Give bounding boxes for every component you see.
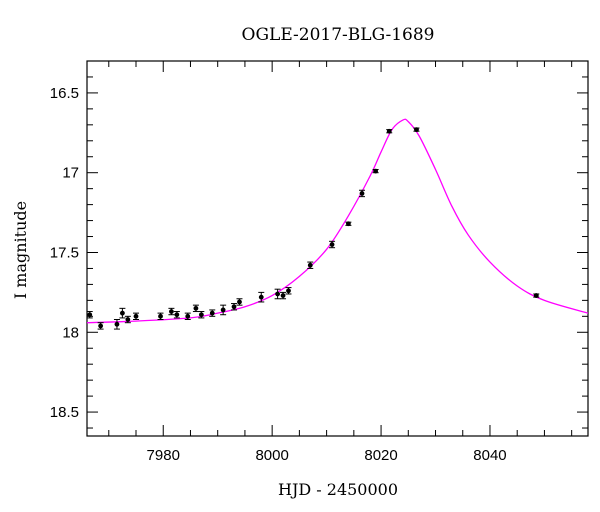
data-point — [97, 322, 104, 330]
point-marker — [533, 293, 539, 298]
point-marker — [359, 191, 365, 196]
point-marker — [98, 323, 104, 329]
point-marker — [286, 288, 291, 294]
point-marker — [258, 294, 264, 300]
point-marker — [386, 128, 392, 134]
axis-tick-labels: 7980 8000 8020 8040 16.5 17 17.5 18 18.5 — [50, 85, 507, 464]
data-point — [86, 311, 93, 319]
data-point — [220, 304, 227, 316]
data-point — [209, 309, 216, 317]
data-point — [168, 307, 175, 316]
point-marker — [209, 310, 215, 316]
point-marker — [329, 242, 335, 247]
x-tick-label: 8020 — [364, 447, 397, 464]
point-marker — [198, 312, 204, 318]
data-point — [345, 221, 352, 227]
point-marker — [114, 321, 120, 327]
point-marker — [373, 168, 379, 174]
data-point — [133, 312, 140, 321]
data-point — [285, 287, 292, 295]
data-point — [386, 128, 393, 134]
x-tick-label: 7980 — [147, 447, 180, 464]
data-point — [359, 189, 366, 198]
y-tick-label: 17.5 — [50, 244, 79, 261]
point-marker — [158, 313, 163, 319]
data-point — [258, 291, 265, 303]
point-marker — [169, 309, 174, 314]
point-marker — [220, 307, 226, 313]
data-point — [372, 168, 379, 174]
point-marker — [237, 299, 242, 305]
point-marker — [87, 312, 93, 318]
data-point — [307, 261, 314, 269]
point-marker — [414, 127, 419, 133]
y-tick-label: 18 — [62, 324, 79, 341]
y-tick-label: 17 — [62, 165, 79, 182]
x-tick-label: 8040 — [473, 447, 506, 464]
data-point — [173, 311, 180, 319]
point-marker — [119, 310, 125, 316]
point-marker — [345, 221, 351, 227]
axis-ticks — [87, 60, 588, 436]
data-points — [86, 127, 540, 330]
point-marker — [133, 313, 139, 319]
data-point — [119, 307, 126, 319]
plot-frame — [86, 60, 589, 437]
data-point — [236, 298, 243, 306]
data-point — [274, 288, 281, 300]
data-point — [157, 312, 164, 321]
point-marker — [185, 313, 191, 319]
model-curve — [86, 118, 589, 324]
data-point — [192, 304, 199, 313]
y-tick-label: 18.5 — [50, 404, 79, 421]
chart-title: OGLE-2017-BLG-1689 — [242, 25, 435, 45]
point-marker — [275, 291, 280, 297]
data-point — [231, 303, 238, 311]
data-point — [413, 127, 420, 133]
data-point — [113, 319, 120, 330]
data-point — [329, 240, 336, 249]
y-tick-label: 16.5 — [50, 85, 79, 102]
data-point — [124, 315, 131, 324]
data-point — [280, 291, 287, 300]
point-marker — [231, 304, 237, 310]
point-marker — [307, 262, 313, 268]
point-marker — [125, 317, 131, 322]
point-marker — [174, 312, 180, 318]
x-axis-label: HJD - 2450000 — [278, 480, 398, 499]
data-point — [198, 311, 205, 319]
data-point — [184, 312, 191, 321]
point-marker — [280, 293, 286, 298]
y-axis-label: I magnitude — [11, 201, 30, 299]
x-tick-label: 8000 — [255, 447, 288, 464]
point-marker — [193, 305, 199, 311]
data-point — [533, 293, 540, 298]
